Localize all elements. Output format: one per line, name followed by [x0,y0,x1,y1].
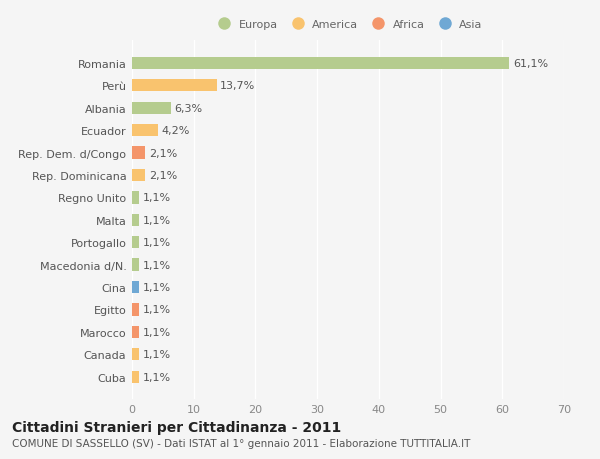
Text: 1,1%: 1,1% [142,215,170,225]
Bar [132,57,509,70]
Bar [132,169,145,182]
Text: 6,3%: 6,3% [175,103,203,113]
Text: 61,1%: 61,1% [513,59,548,69]
Text: 1,1%: 1,1% [142,372,170,382]
Text: 1,1%: 1,1% [142,350,170,359]
Bar [132,214,139,226]
Bar [132,102,171,115]
Bar [132,348,139,361]
Text: 1,1%: 1,1% [142,282,170,292]
Bar [132,147,145,159]
Text: 1,1%: 1,1% [142,193,170,203]
Bar [132,371,139,383]
Bar [132,80,217,92]
Text: 4,2%: 4,2% [161,126,190,136]
Bar [132,326,139,338]
Bar [132,192,139,204]
Legend: Europa, America, Africa, Asia: Europa, America, Africa, Asia [211,18,485,32]
Text: COMUNE DI SASSELLO (SV) - Dati ISTAT al 1° gennaio 2011 - Elaborazione TUTTITALI: COMUNE DI SASSELLO (SV) - Dati ISTAT al … [12,438,470,448]
Text: 2,1%: 2,1% [149,148,177,158]
Bar [132,281,139,294]
Text: 1,1%: 1,1% [142,260,170,270]
Text: 1,1%: 1,1% [142,238,170,248]
Text: 13,7%: 13,7% [220,81,256,91]
Bar [132,125,158,137]
Text: 1,1%: 1,1% [142,305,170,315]
Text: 2,1%: 2,1% [149,171,177,180]
Bar [132,304,139,316]
Bar [132,236,139,249]
Bar [132,259,139,271]
Text: 1,1%: 1,1% [142,327,170,337]
Text: Cittadini Stranieri per Cittadinanza - 2011: Cittadini Stranieri per Cittadinanza - 2… [12,420,341,434]
